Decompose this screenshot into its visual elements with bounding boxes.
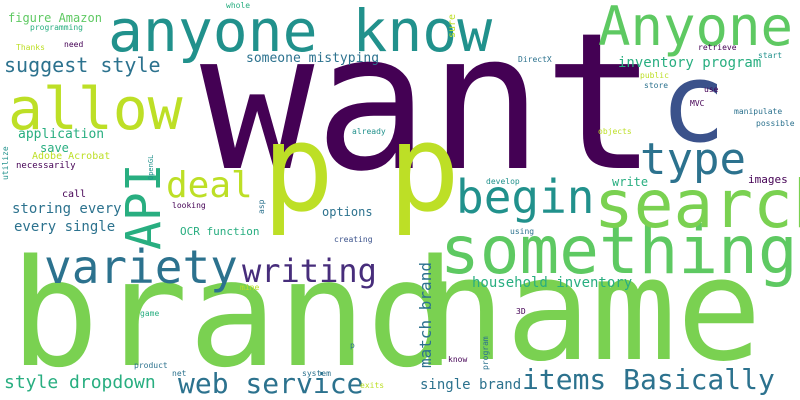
word-anyone-know: anyone know — [108, 0, 493, 65]
word-necessarily: necessarily — [16, 161, 76, 171]
word-looking: looking — [172, 201, 206, 210]
word-items-basically: items Basically — [522, 363, 775, 396]
word-start: start — [758, 51, 783, 60]
word-program: program — [481, 336, 490, 370]
word-household-inventory: household inventory — [472, 275, 633, 291]
word-deal: deal — [166, 165, 253, 206]
word-net: net — [172, 369, 187, 378]
word-store: store — [644, 81, 669, 90]
word-objects: objects — [598, 127, 632, 136]
word-p-2: p — [388, 100, 461, 239]
word-directx: DirectX — [518, 55, 552, 64]
word-product: product — [134, 361, 168, 370]
word-style-dropdown: style dropdown — [4, 372, 156, 393]
word-type: type — [640, 134, 746, 185]
word-storing-every: storing every — [12, 201, 122, 217]
word-exits: exits — [360, 381, 385, 390]
word-develop: develop — [486, 177, 520, 186]
word-retrieve: retrieve — [698, 43, 737, 52]
word-3d: 3D — [516, 307, 526, 316]
word-sure: sure — [447, 13, 458, 38]
word-manipulate: manipulate — [734, 107, 783, 116]
word-whole: whole — [226, 1, 251, 10]
word-begin: begin — [456, 170, 595, 224]
word-mine: mine — [240, 283, 260, 292]
word-c: c — [660, 39, 727, 167]
word-thanks: Thanks — [16, 43, 45, 52]
word-options: options — [322, 205, 373, 219]
word-figure-amazon: figure Amazon — [8, 11, 102, 25]
word-application: application — [18, 127, 105, 142]
word-write: write — [612, 175, 649, 189]
word-brand: brand — [10, 228, 456, 400]
word-single-brand: single brand — [420, 377, 522, 393]
word-call: call — [62, 189, 87, 200]
word-p-small: p — [350, 341, 355, 350]
word-api: API — [116, 163, 172, 250]
word-every-single: every single — [14, 219, 116, 235]
word-ocr-function: OCR function — [180, 225, 260, 238]
word-mvc: MVC — [690, 99, 705, 108]
word-possible: possible — [756, 119, 795, 128]
word-public: public — [640, 71, 669, 80]
word-opengl: OpenGL — [147, 154, 155, 180]
word-want: want — [200, 0, 658, 213]
word-need: need — [64, 40, 84, 49]
word-use: use — [704, 85, 719, 94]
word-p-1: p — [262, 100, 335, 239]
word-name: name — [420, 228, 762, 393]
word-adobe-acrobat: Adobe Acrobat — [32, 151, 111, 162]
word-writing: writing — [242, 252, 377, 290]
word-using: using — [510, 227, 535, 236]
word-someone-mistyping: someone mistyping — [246, 51, 380, 66]
word-system: system — [302, 369, 331, 378]
word-anyone: Anyone — [598, 0, 794, 58]
word-search: search — [594, 166, 800, 243]
word-utilize: utilize — [1, 146, 10, 180]
word-something: something — [440, 212, 798, 289]
word-allow: allow — [8, 75, 183, 143]
word-inventory-program: inventory program — [618, 55, 762, 71]
word-save: save — [40, 141, 69, 155]
word-programming: programming — [30, 23, 83, 32]
word-asp: asp — [257, 199, 266, 214]
word-variety: variety — [44, 240, 238, 294]
word-game: game — [140, 309, 160, 318]
word-web-service: web service — [178, 367, 364, 400]
word-match-brand: match brand — [416, 262, 435, 368]
word-know: know — [448, 355, 468, 364]
word-already: already — [352, 127, 386, 136]
word-images: images — [748, 173, 788, 186]
word-creating: creating — [334, 235, 373, 244]
word-suggest-style: suggest style — [4, 53, 161, 77]
